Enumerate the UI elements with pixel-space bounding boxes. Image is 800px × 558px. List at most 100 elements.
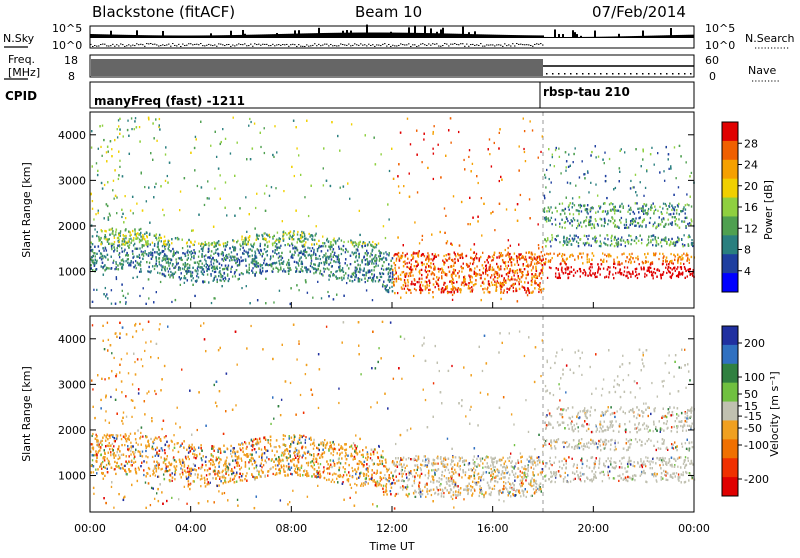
range-cell	[308, 233, 309, 235]
range-cell	[524, 130, 525, 132]
range-cell	[264, 259, 265, 261]
nsky-sample	[338, 33, 340, 38]
range-cell	[481, 234, 482, 236]
nsearch-sample	[330, 44, 332, 45]
range-cell	[455, 255, 456, 257]
nsky-sample	[398, 33, 400, 38]
range-cell	[657, 210, 658, 212]
range-cell	[425, 269, 426, 271]
nsky-sample	[500, 35, 502, 38]
range-cell	[343, 249, 344, 251]
range-cell	[685, 161, 686, 163]
range-cell	[647, 261, 648, 263]
range-cell	[164, 236, 165, 238]
range-cell	[328, 268, 329, 270]
nsearch-sample	[112, 44, 114, 45]
range-cell	[580, 268, 581, 270]
range-cell	[480, 277, 481, 279]
range-cell	[92, 208, 93, 210]
range-cell	[115, 233, 116, 235]
range-cell	[620, 268, 621, 270]
range-cell	[325, 253, 326, 255]
nsky-sample	[464, 34, 466, 38]
range-cell	[164, 258, 165, 260]
range-cell	[468, 274, 469, 276]
range-cell	[639, 207, 640, 209]
range-cell	[412, 274, 413, 276]
range-cell	[685, 204, 686, 206]
range-cell	[508, 261, 509, 263]
nave-sample	[630, 73, 632, 75]
range-cell	[489, 153, 490, 155]
range-cell	[104, 184, 105, 186]
range-cell	[675, 270, 676, 272]
nsky-sample	[644, 36, 646, 38]
range-cell	[193, 249, 194, 251]
range-cell	[615, 187, 616, 189]
range-cell	[540, 262, 541, 264]
range-cell	[629, 258, 630, 260]
range-cell	[557, 254, 558, 256]
range-cell	[606, 260, 607, 262]
nsearch-sample	[326, 44, 328, 45]
range-cell	[119, 256, 120, 258]
range-cell	[114, 241, 115, 243]
range-cell	[119, 118, 120, 120]
range-cell	[572, 197, 573, 199]
nsky-sample	[576, 34, 578, 38]
range-cell	[420, 289, 421, 291]
nsearch-sample	[292, 44, 294, 45]
range-cell	[687, 275, 688, 277]
nsearch-sample	[470, 44, 472, 45]
range-cell	[96, 289, 97, 291]
range-cell	[576, 227, 577, 229]
range-cell	[385, 251, 386, 253]
nsky-sample	[386, 33, 388, 38]
range-cell	[628, 226, 629, 228]
nsearch-sample	[488, 45, 490, 46]
nsearch-sample	[104, 44, 106, 45]
range-cell	[505, 249, 506, 251]
nsearch-sample	[460, 43, 462, 44]
range-cell	[267, 270, 268, 272]
nsky-sample	[458, 34, 460, 38]
range-cell	[413, 253, 414, 255]
range-cell	[426, 286, 427, 288]
nsearch-sample	[238, 43, 240, 44]
range-cell	[660, 241, 661, 243]
range-cell	[508, 275, 509, 277]
range-cell	[135, 260, 136, 262]
range-cell	[186, 242, 187, 244]
range-cell	[687, 203, 688, 205]
nsky-sample	[138, 35, 140, 38]
range-cell	[378, 255, 379, 257]
range-cell	[273, 156, 274, 158]
range-cell	[100, 265, 101, 267]
nsky-sample	[666, 35, 668, 38]
nsky-sample	[300, 33, 302, 38]
range-cell	[207, 273, 208, 275]
nsky-sample	[618, 34, 620, 38]
nsearch-sample	[116, 44, 118, 45]
range-cell	[580, 206, 581, 208]
nsearch-sample	[158, 46, 160, 47]
nsky-sample	[646, 36, 648, 38]
range-cell	[402, 252, 403, 254]
range-cell	[675, 216, 676, 218]
range-cell	[193, 229, 194, 231]
nsky-sample	[282, 34, 284, 38]
range-cell	[538, 291, 539, 293]
nsky-sample	[174, 35, 176, 38]
nsearch-sample	[434, 44, 436, 45]
nsearch-sample	[208, 44, 210, 45]
nave-sample	[582, 73, 584, 75]
nsky-sample	[520, 35, 522, 38]
range-cell	[305, 241, 306, 243]
nsearch-sample	[216, 46, 218, 47]
range-cell	[577, 220, 578, 222]
range-cell	[319, 255, 320, 257]
range-cell	[430, 258, 431, 260]
nsky-sample	[350, 31, 352, 38]
nsearch-sample	[118, 45, 120, 46]
range-cell	[544, 254, 545, 256]
